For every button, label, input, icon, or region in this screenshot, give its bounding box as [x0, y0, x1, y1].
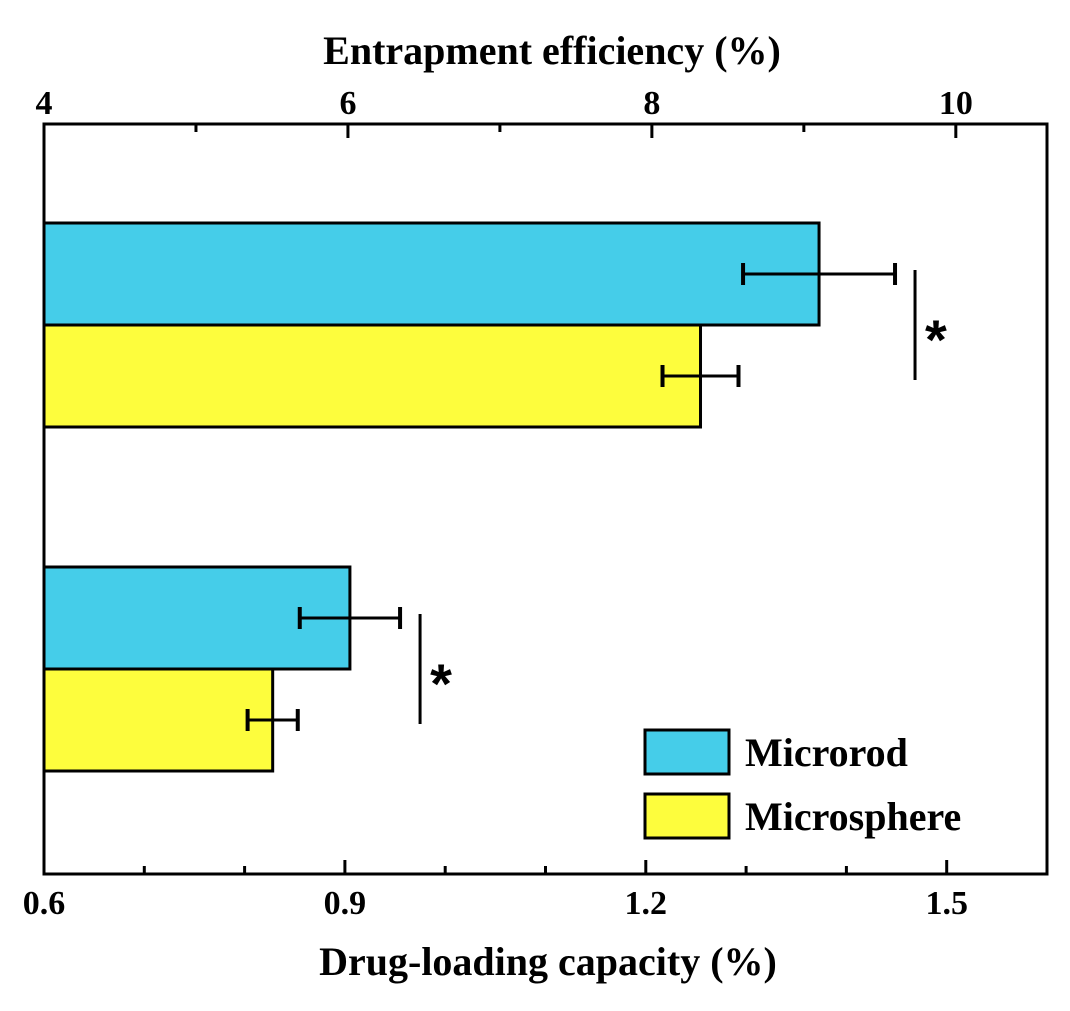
significance-label: *	[430, 652, 452, 715]
bottom-axis-tick-label: 0.9	[324, 885, 367, 922]
legend-swatch-microsphere	[643, 792, 731, 840]
top-axis-tick-label: 8	[643, 85, 660, 122]
legend-label: Microrod	[745, 730, 908, 775]
bar-groups	[42, 221, 898, 773]
bottom-axis-tick-label: 1.2	[625, 885, 668, 922]
top-axis-title: Entrapment efficiency (%)	[323, 28, 781, 73]
bar-microsphere	[42, 323, 703, 429]
bottom-axis-title: Drug-loading capacity (%)	[319, 939, 777, 984]
bottom-axis-tick-label: 0.6	[23, 885, 66, 922]
bottom-axis-ticks: 0.6 0.9 1.2 1.5	[23, 860, 1049, 922]
plot-frame	[42, 122, 1049, 876]
top-axis-ticks: 4 6 8 10	[36, 85, 973, 138]
bottom-axis-tick-label: 1.5	[925, 885, 968, 922]
significance-markers: **	[418, 270, 947, 724]
legend: Microrod Microsphere	[643, 728, 961, 840]
top-axis-tick-label: 4	[36, 85, 53, 122]
bar-microrod	[42, 221, 821, 327]
legend-swatch-microrod	[643, 728, 731, 776]
top-axis-tick-label: 10	[939, 85, 973, 122]
bar-microsphere	[42, 667, 275, 773]
significance-label: *	[925, 308, 947, 371]
legend-label: Microsphere	[745, 794, 961, 839]
top-axis-tick-label: 6	[339, 85, 356, 122]
